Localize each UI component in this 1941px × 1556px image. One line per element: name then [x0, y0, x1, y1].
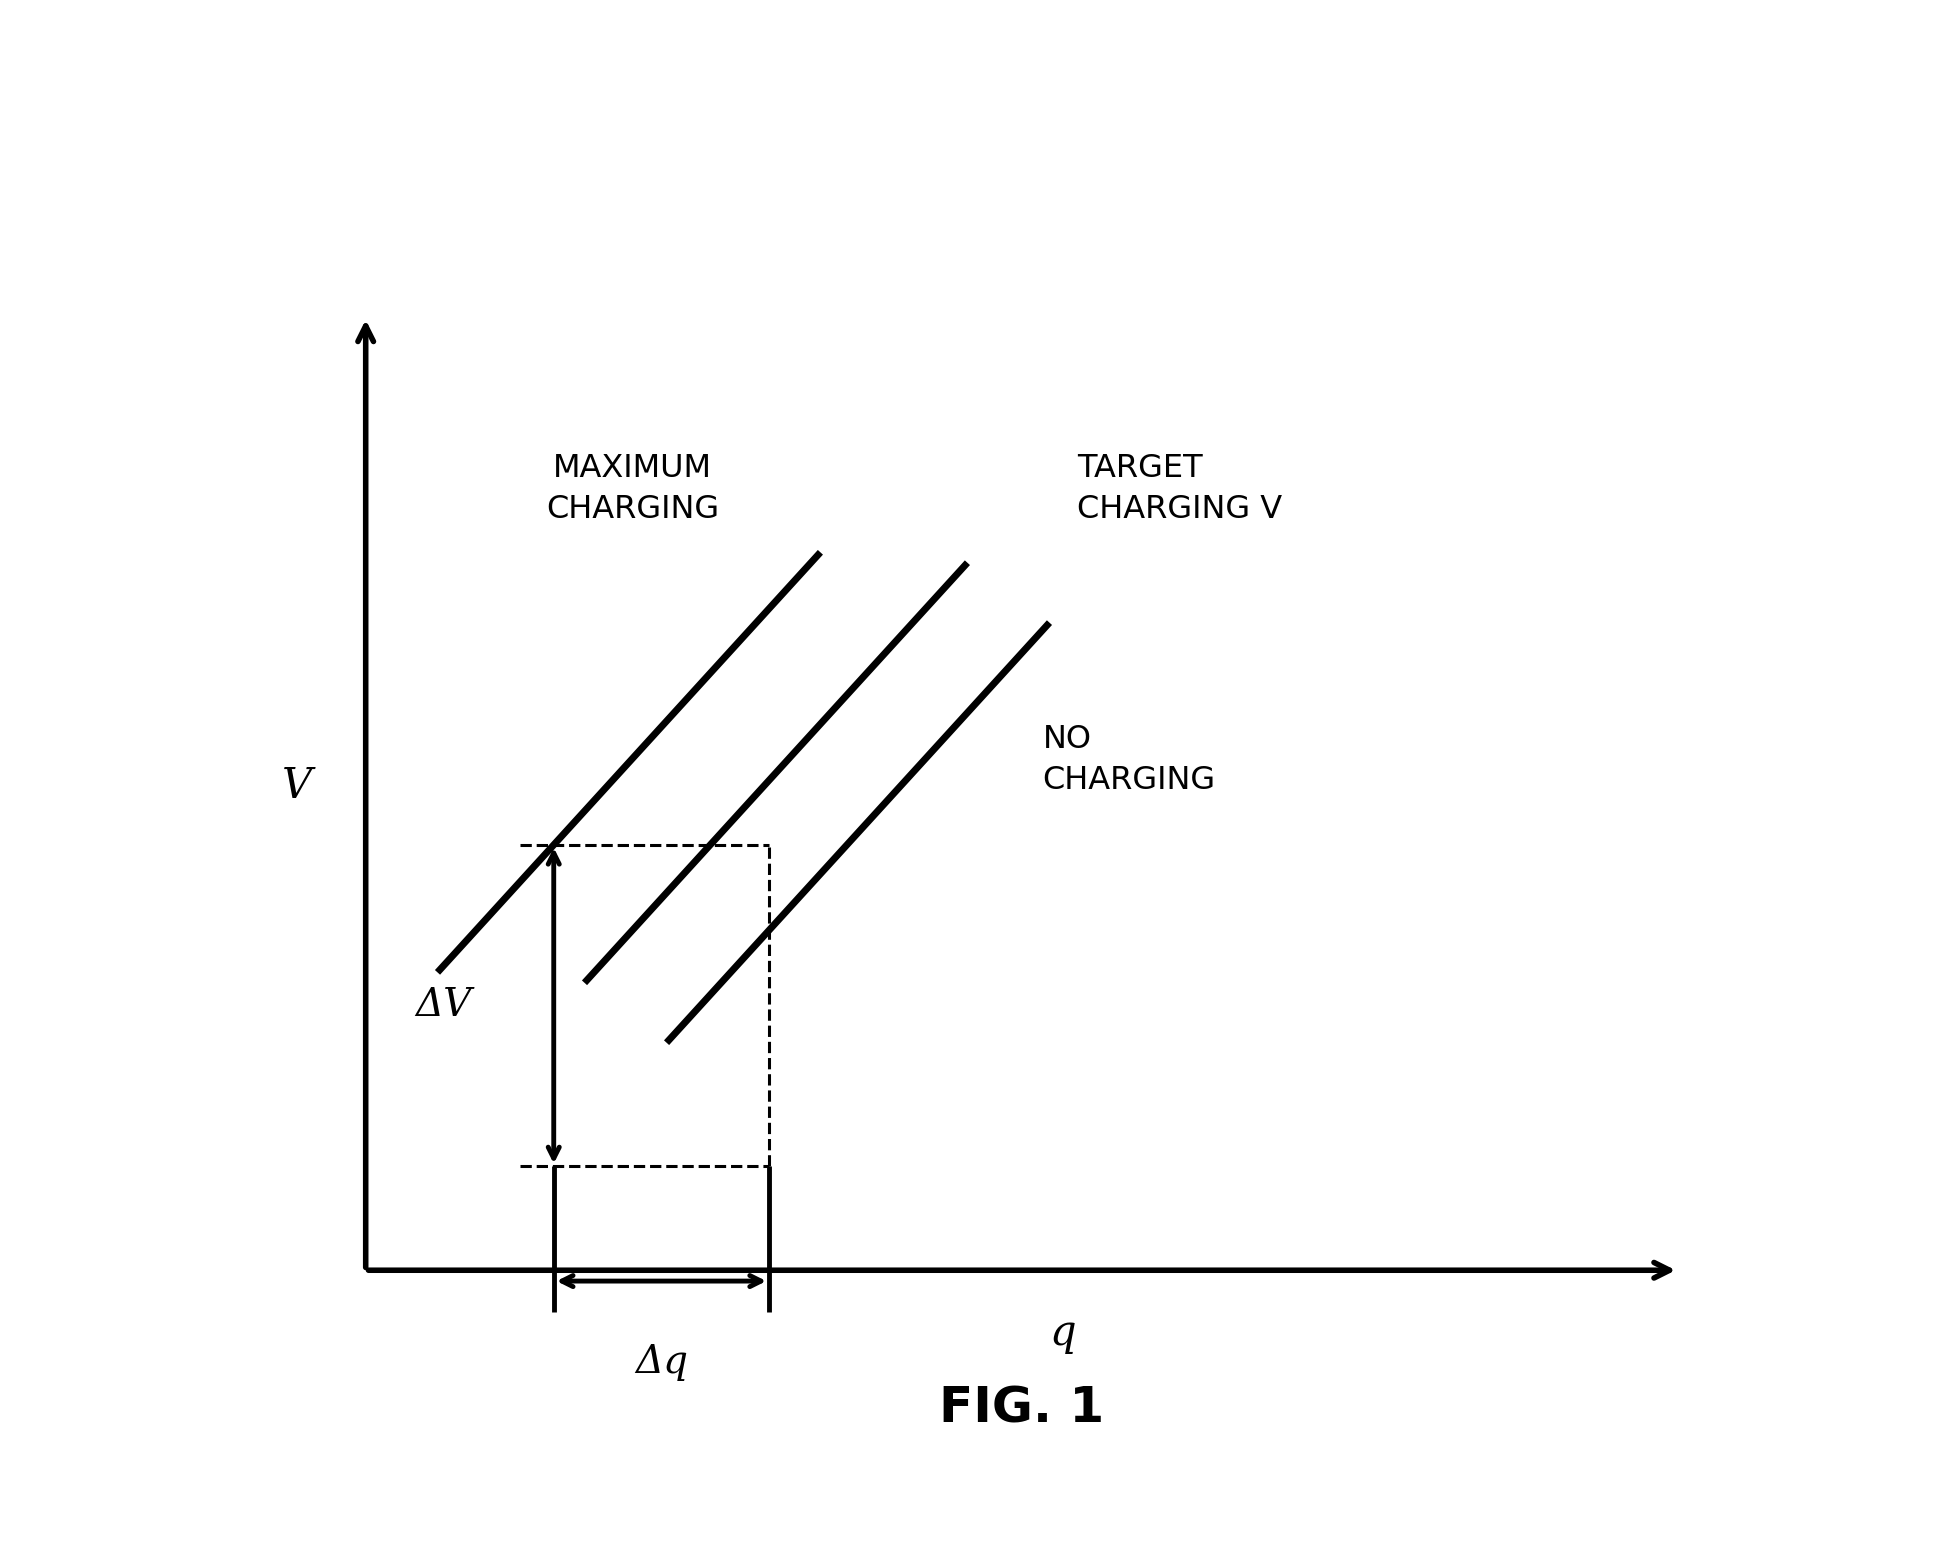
Text: Δq: Δq	[635, 1343, 687, 1380]
Text: V: V	[281, 766, 313, 806]
Text: ΔV: ΔV	[415, 987, 472, 1024]
Text: FIG. 1: FIG. 1	[939, 1385, 1104, 1433]
Text: NO
CHARGING: NO CHARGING	[1042, 724, 1215, 795]
Text: TARGET
CHARGING V: TARGET CHARGING V	[1077, 453, 1281, 524]
Text: MAXIMUM
CHARGING: MAXIMUM CHARGING	[545, 453, 718, 524]
Text: q: q	[1050, 1312, 1077, 1354]
